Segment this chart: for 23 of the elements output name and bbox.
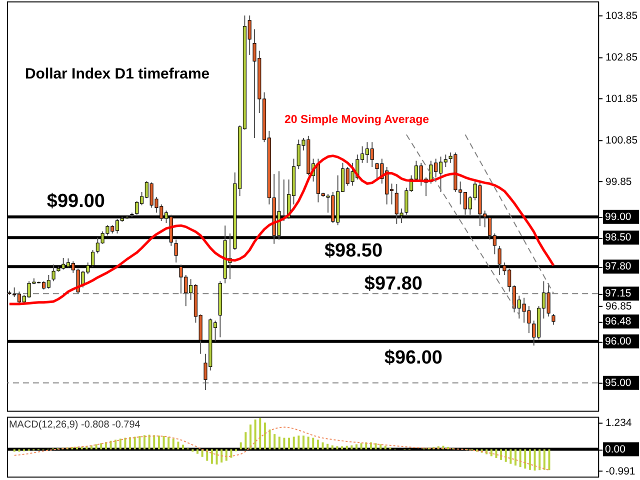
text: Dollar Index D1 timeframe (24, 65, 210, 82)
y-tick-label: 0.00 (605, 444, 626, 456)
ref-line-label: $99.00 (46, 190, 105, 212)
y-tick-label: -0.991 (606, 466, 636, 478)
y-tick-label: 1.234 (606, 418, 632, 429)
y-tick-label: 96.00 (605, 336, 632, 348)
y-tick-label: 101.85 (606, 94, 638, 106)
text: 20 Simple Moving Average (284, 114, 430, 126)
y-tick-label: 95.00 (605, 378, 632, 389)
y-tick-label: 102.85 (606, 52, 638, 64)
y-tick-label: 98.50 (605, 232, 632, 244)
y-tick-label: 96.85 (606, 302, 632, 313)
ref-line-label: $97.80 (364, 274, 422, 295)
ref-line-label: $96.00 (384, 347, 442, 368)
y-tick-label: 97.80 (605, 262, 632, 273)
ref-line-label: $98.50 (324, 240, 383, 262)
y-tick-label: 100.85 (606, 136, 638, 147)
chart-title: MACD(12,26,9) -0.808 -0.794 (8, 420, 141, 431)
y-tick-label: 99.00 (605, 212, 632, 223)
y-tick-label: 96.48 (605, 316, 632, 328)
y-tick-label: 99.85 (606, 177, 632, 188)
y-tick-label: 103.85 (606, 10, 638, 22)
y-tick-label: 97.15 (605, 288, 632, 300)
